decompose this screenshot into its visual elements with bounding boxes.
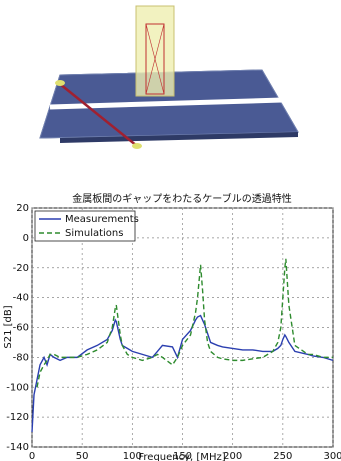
y-tick-label: 0 xyxy=(23,233,29,244)
illustration xyxy=(40,6,298,149)
source-box xyxy=(136,6,174,96)
port xyxy=(132,143,142,149)
y-tick-label: -140 xyxy=(6,442,29,453)
y-tick-label: -80 xyxy=(13,352,29,363)
x-tick-label: 300 xyxy=(323,451,341,461)
y-tick-label: -100 xyxy=(6,382,29,393)
x-tick-label: 100 xyxy=(123,451,142,461)
chart-title: 金属板間のギャップをわたるケーブルの透過特性 xyxy=(72,192,291,205)
page: 金属板間のギャップをわたるケーブルの透過特性 Frequency, [MHz] … xyxy=(0,0,341,461)
x-tick-label: 0 xyxy=(29,451,35,461)
y-tick-label: -40 xyxy=(13,293,29,304)
y-tick-label: -120 xyxy=(6,412,29,423)
x-tick-label: 250 xyxy=(273,451,292,461)
x-tick-label: 50 xyxy=(76,451,89,461)
y-tick-label: -60 xyxy=(13,323,29,334)
x-tick-label: 150 xyxy=(173,451,192,461)
legend-label: Measurements xyxy=(65,214,139,225)
figure: 金属板間のギャップをわたるケーブルの透過特性 Frequency, [MHz] … xyxy=(0,0,341,461)
y-tick-label: 20 xyxy=(16,203,29,214)
x-tick-label: 200 xyxy=(223,451,242,461)
legend-label: Simulations xyxy=(65,228,123,239)
port xyxy=(55,80,65,86)
y-tick-label: -20 xyxy=(13,263,29,274)
